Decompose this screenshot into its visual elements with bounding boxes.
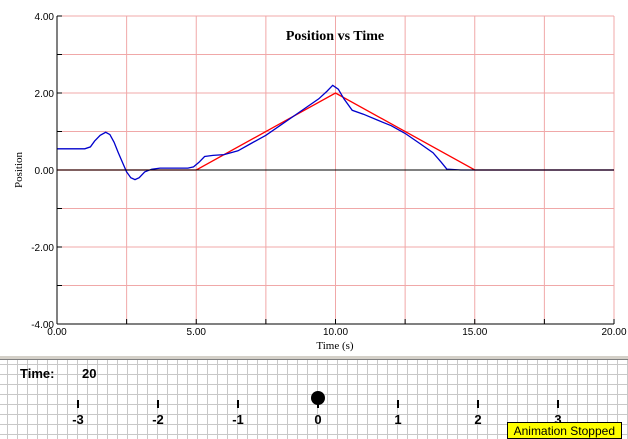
series-line-1	[57, 84, 614, 181]
status-badge: Animation Stopped	[506, 422, 622, 439]
moving-ball[interactable]	[311, 391, 325, 405]
time-label: Time:	[20, 366, 55, 381]
y-axis-label: Position	[13, 151, 25, 188]
chart-canvas: 0.00 5.00 10.00 15.00 20.00 4.00 2.00 0.00 -2.00…	[13, 12, 627, 352]
x-tick-label: 10.00	[323, 327, 348, 338]
x-axis-label: Time (s)	[316, 340, 354, 352]
track-label: -2	[152, 412, 164, 427]
time-value: 20	[82, 366, 97, 381]
track-label: -1	[232, 412, 244, 427]
x-tick-label: 0.00	[47, 327, 67, 338]
y-tick-label: -4.00	[31, 320, 54, 331]
y-tick-label: 2.00	[35, 89, 55, 100]
y-tick-label: -2.00	[31, 243, 54, 254]
x-tick-label: 20.00	[601, 327, 626, 338]
track-label: -3	[72, 412, 84, 427]
panel-separator[interactable]	[0, 355, 628, 360]
x-tick-label: 5.00	[187, 327, 207, 338]
position-time-graph: 0.00 5.00 10.00 15.00 20.00 4.00 2.00 0.00 -2.00…	[0, 0, 628, 355]
animation-track: -3 -2 -1 0 1 2 3	[72, 391, 562, 427]
track-label: 3	[554, 412, 561, 427]
y-tick-label: 0.00	[35, 166, 55, 177]
animation-panel: Time: 20 -3 -2 -1 0 1 2 3 Animation Stopped	[0, 360, 628, 439]
track-label: 1	[394, 412, 401, 427]
track-label: 2	[474, 412, 481, 427]
track-label: 0	[314, 412, 321, 427]
y-tick-label: 4.00	[35, 12, 55, 23]
x-tick-label: 15.00	[462, 327, 487, 338]
chart-title: Position vs Time	[286, 29, 384, 44]
